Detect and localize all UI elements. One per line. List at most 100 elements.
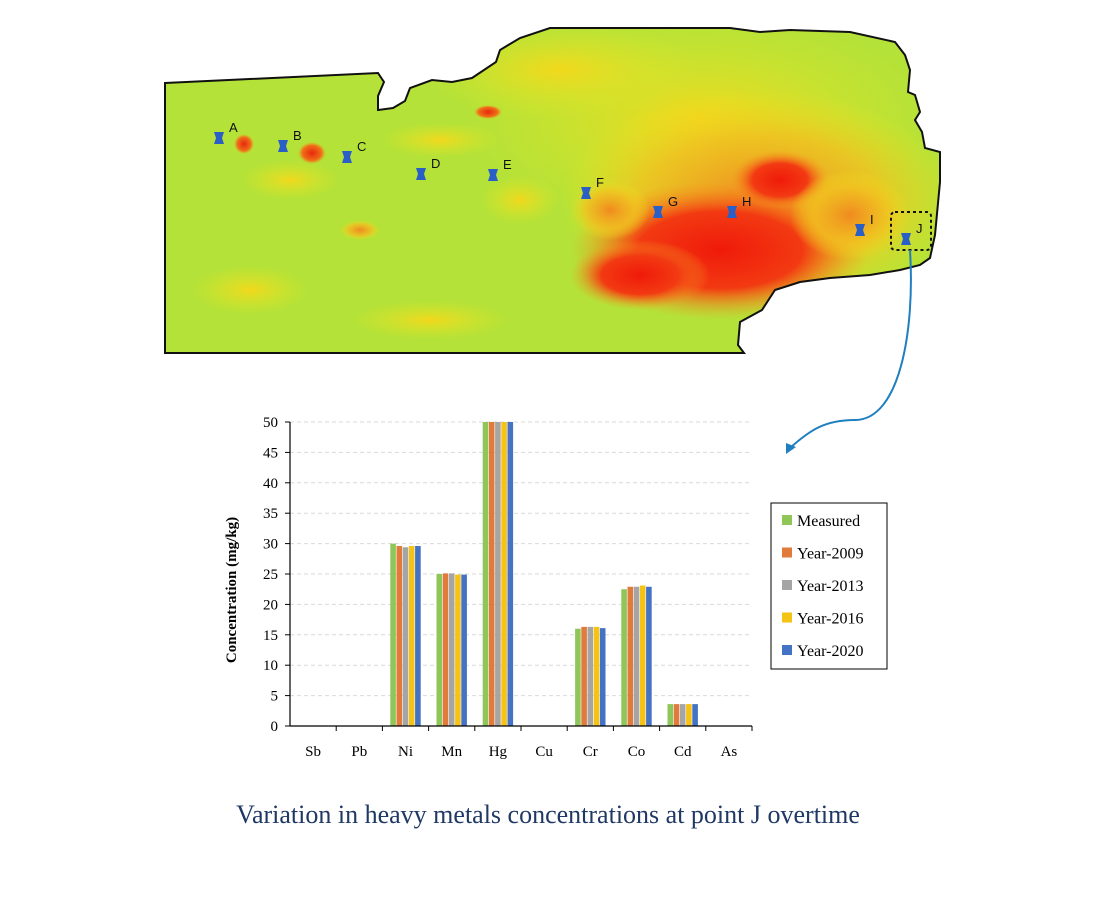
map-point-label: B bbox=[293, 128, 302, 143]
x-category-label: Cd bbox=[674, 744, 692, 760]
bar-ni-year-2020 bbox=[415, 546, 421, 726]
bar-hg-year-2016 bbox=[501, 422, 507, 726]
x-category-label: Mn bbox=[441, 744, 462, 760]
bar-mn-year-2016 bbox=[455, 574, 461, 726]
map-point-label: F bbox=[596, 175, 604, 190]
x-category-label: Pb bbox=[351, 744, 367, 760]
legend-label: Measured bbox=[797, 513, 860, 530]
y-tick-label: 35 bbox=[263, 506, 278, 522]
figure-caption: Variation in heavy metals concentrations… bbox=[236, 800, 860, 829]
map-marker-c: C bbox=[342, 139, 366, 163]
bar-hg-year-2020 bbox=[507, 422, 514, 726]
map-marker-e: E bbox=[488, 157, 512, 181]
map-marker-j: J bbox=[901, 221, 923, 245]
bar-co-year-2020 bbox=[646, 586, 652, 726]
pin-icon bbox=[342, 151, 352, 163]
map-point-label: D bbox=[431, 156, 440, 171]
bar-mn-measured bbox=[436, 574, 443, 726]
x-category-label: Sb bbox=[305, 744, 321, 760]
x-category-label: Co bbox=[628, 744, 646, 760]
pin-icon bbox=[901, 233, 911, 245]
legend-item: Year-2009 bbox=[782, 546, 864, 563]
y-axis-ticks: 0 5 10 15 20 25 30 35 40 45 50 bbox=[263, 415, 290, 735]
bar-cr-year-2016 bbox=[593, 626, 600, 726]
bar-cd-year-2013 bbox=[679, 704, 686, 726]
x-category-label: Hg bbox=[489, 744, 508, 760]
bar-cd-year-2016 bbox=[686, 704, 692, 726]
legend-label: Year-2020 bbox=[797, 643, 864, 660]
pin-icon bbox=[855, 224, 865, 236]
legend-swatch bbox=[782, 547, 792, 558]
bar-hg-year-2009 bbox=[488, 422, 495, 726]
legend-swatch bbox=[782, 645, 792, 655]
bar-ni-year-2009 bbox=[396, 546, 403, 726]
x-category-label: As bbox=[721, 744, 738, 760]
bar-co-year-2016 bbox=[639, 585, 646, 726]
bar-co-year-2009 bbox=[627, 586, 634, 726]
y-tick-label: 15 bbox=[263, 628, 278, 644]
bar-hg-year-2013 bbox=[495, 422, 501, 726]
pin-icon bbox=[214, 132, 224, 144]
map-point-label: I bbox=[870, 212, 874, 227]
map-marker-d: D bbox=[416, 156, 440, 180]
y-tick-label: 40 bbox=[263, 476, 278, 492]
y-axis-label: Concentration (mg/kg) bbox=[224, 517, 240, 663]
legend-item: Year-2020 bbox=[782, 643, 864, 660]
legend-swatch bbox=[782, 515, 792, 525]
y-tick-label: 45 bbox=[263, 445, 278, 461]
map-marker-g: G bbox=[653, 194, 678, 218]
legend-label: Year-2009 bbox=[797, 546, 864, 563]
bar-cr-year-2009 bbox=[581, 626, 587, 726]
x-category-label: Cr bbox=[583, 744, 598, 760]
map-marker-a: A bbox=[214, 120, 238, 144]
bar-co-measured bbox=[621, 589, 627, 726]
y-tick-label: 5 bbox=[271, 689, 279, 705]
pin-icon bbox=[416, 168, 426, 180]
bar-cr-year-2020 bbox=[599, 628, 606, 726]
x-axis-categories: Sb Pb Ni Mn Hg Cu Cr Co Cd As bbox=[305, 726, 753, 760]
legend-label: Year-2013 bbox=[797, 578, 864, 595]
bar-cr-measured bbox=[575, 628, 581, 726]
y-tick-label: 20 bbox=[263, 597, 278, 613]
pin-icon bbox=[278, 140, 288, 152]
bar-ni-year-2013 bbox=[402, 547, 409, 726]
map-marker-h: H bbox=[727, 194, 751, 218]
map-marker-f: F bbox=[581, 175, 604, 199]
x-category-label: Cu bbox=[535, 744, 553, 760]
legend-swatch bbox=[782, 612, 792, 623]
pin-icon bbox=[727, 206, 737, 218]
map-point-label: J bbox=[916, 221, 923, 236]
legend-label: Year-2016 bbox=[797, 611, 864, 628]
map-point-label: A bbox=[229, 120, 238, 135]
map-point-label: H bbox=[742, 194, 751, 209]
y-tick-label: 10 bbox=[263, 658, 278, 674]
map-point-label: C bbox=[357, 139, 366, 154]
bar-cd-year-2009 bbox=[673, 704, 680, 726]
legend-item: Measured bbox=[782, 513, 860, 530]
map-marker-b: B bbox=[278, 128, 302, 152]
y-tick-label: 30 bbox=[263, 537, 278, 553]
pin-icon bbox=[581, 187, 591, 199]
bar-cd-measured bbox=[667, 704, 674, 726]
y-tick-label: 50 bbox=[263, 415, 278, 431]
callout-arrow bbox=[789, 249, 912, 449]
bar-mn-year-2013 bbox=[448, 573, 455, 726]
chart-bars bbox=[390, 422, 698, 726]
sampling-points: A B C D E F G H I J bbox=[214, 120, 923, 245]
map-border bbox=[164, 27, 941, 354]
bar-mn-year-2009 bbox=[442, 573, 449, 726]
chart-gridlines bbox=[290, 421, 752, 697]
y-tick-label: 25 bbox=[263, 567, 278, 583]
legend-item: Year-2016 bbox=[782, 611, 864, 628]
map-marker-i: I bbox=[855, 212, 874, 236]
bar-ni-year-2016 bbox=[408, 546, 415, 726]
y-tick-label: 0 bbox=[271, 719, 279, 735]
x-category-label: Ni bbox=[398, 744, 413, 760]
bar-mn-year-2020 bbox=[461, 574, 467, 726]
bar-co-year-2013 bbox=[633, 586, 640, 726]
map-point-label: E bbox=[503, 157, 512, 172]
legend-swatch bbox=[782, 580, 792, 590]
pin-icon bbox=[488, 169, 498, 181]
